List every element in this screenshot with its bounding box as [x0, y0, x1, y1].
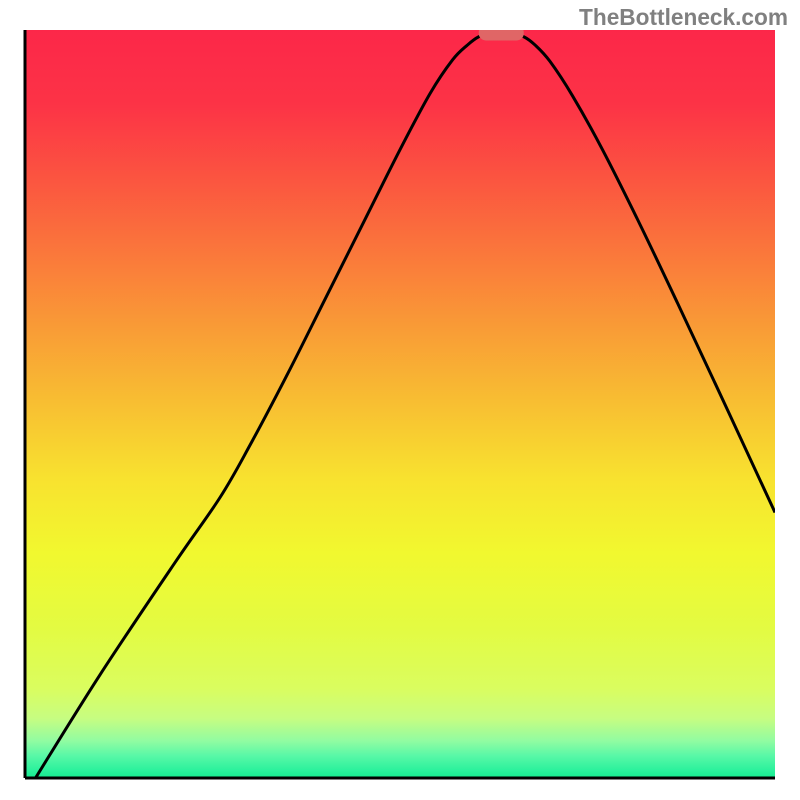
optimal-marker: [479, 26, 524, 41]
chart-container: TheBottleneck.com: [0, 0, 800, 800]
gradient-background: [25, 30, 775, 778]
bottleneck-chart: [0, 0, 800, 800]
attribution-text: TheBottleneck.com: [579, 4, 788, 31]
